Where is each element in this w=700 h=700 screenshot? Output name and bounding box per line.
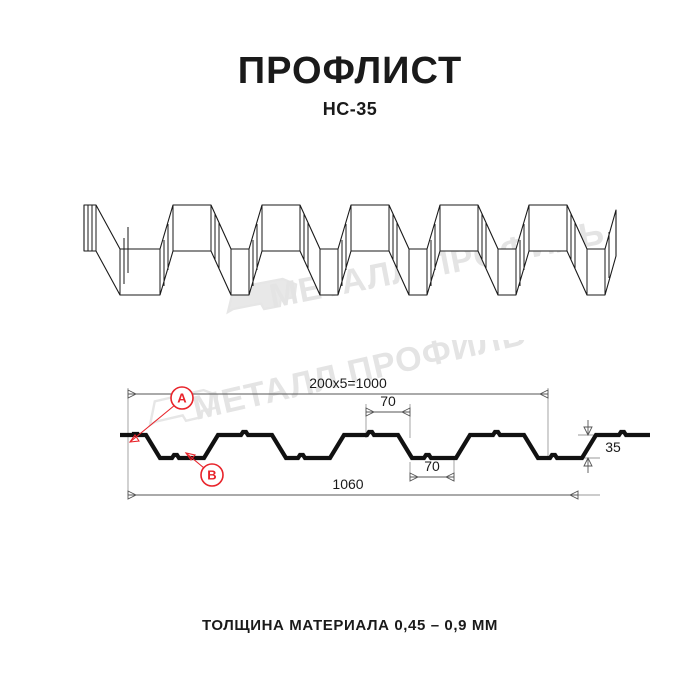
callout-a-circle xyxy=(170,386,194,410)
callout-b-circle xyxy=(200,463,224,487)
dimension-bottom-flange: 70 xyxy=(409,458,455,482)
dimension-top-flange: 70 xyxy=(365,393,411,417)
page-title: ПРОФЛИСТ xyxy=(237,50,463,92)
material-thickness-note: ТОЛЩИНА МАТЕРИАЛА 0,45 – 0,9 ММ xyxy=(201,617,499,634)
corrugated-sheet-3d xyxy=(83,204,617,296)
isometric-3d-sheet-view: МЕТАЛЛ ПРОФИЛЬ xyxy=(83,204,617,316)
dimension-total-width-label: 1060 xyxy=(332,476,363,492)
dimension-top-flange-label: 70 xyxy=(380,393,396,409)
dimension-working-width-label: 200x5=1000 xyxy=(309,375,387,391)
profile-section-outline xyxy=(120,429,650,461)
dimension-height-label: 35 xyxy=(605,439,621,455)
callout-a-label: A xyxy=(177,391,187,406)
callout-b: B xyxy=(184,452,224,487)
page-subtitle: НС-35 xyxy=(322,99,378,119)
dimension-total-width: 1060 xyxy=(127,476,579,500)
callout-a: A xyxy=(128,386,194,443)
dimension-working-width: 200x5=1000 xyxy=(127,375,549,399)
callout-b-label: B xyxy=(207,468,216,483)
dimension-height: 35 xyxy=(583,420,621,473)
dimension-bottom-flange-label: 70 xyxy=(424,458,440,474)
cross-section-profile-view: МЕТАЛЛ ПРОФИЛЬ 200x5=1000 70 xyxy=(120,340,650,500)
